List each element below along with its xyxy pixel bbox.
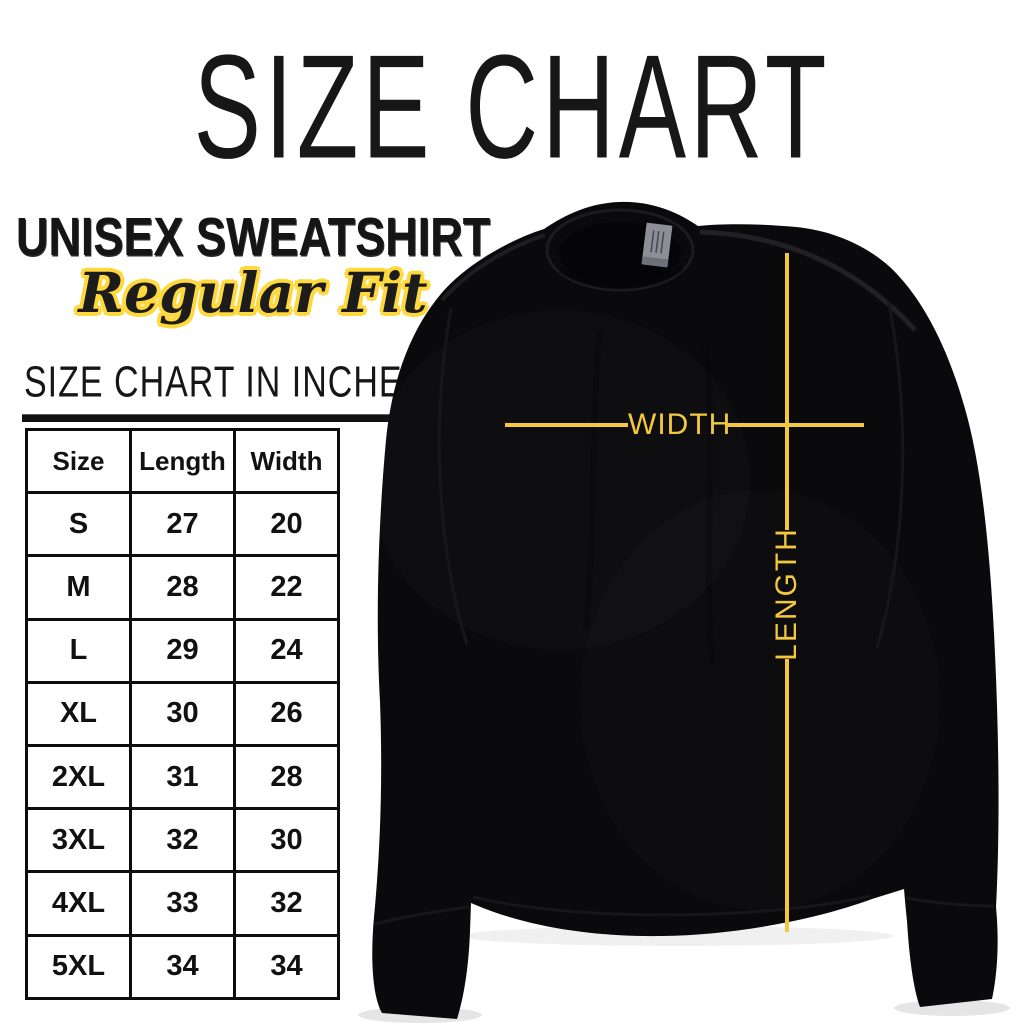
table-row: 3XL 32 30 bbox=[25, 807, 340, 874]
table-row: L 29 24 bbox=[25, 617, 340, 684]
width-line-left-segment bbox=[505, 423, 628, 427]
column-header-width: Width bbox=[233, 427, 340, 495]
table-row: XL 30 26 bbox=[25, 680, 340, 747]
length-line-upper-segment bbox=[785, 253, 789, 530]
sweatshirt-silhouette bbox=[372, 201, 999, 1019]
table-cell: 27 bbox=[129, 491, 236, 558]
seam-lines bbox=[374, 302, 995, 926]
size-table-head: Size Length Width bbox=[25, 427, 340, 495]
table-cell: 31 bbox=[129, 743, 236, 811]
table-cell: 30 bbox=[233, 807, 340, 874]
width-measurement-label: WIDTH bbox=[628, 408, 732, 441]
fit-label: Regular Fit bbox=[78, 260, 428, 325]
width-line-right-segment bbox=[727, 423, 864, 427]
table-heading: SIZE CHART IN INCHES bbox=[22, 358, 433, 422]
column-header-size: Size bbox=[25, 427, 132, 495]
table-row: M 28 22 bbox=[25, 554, 340, 621]
table-header-row: Size Length Width bbox=[25, 427, 340, 495]
table-cell: 4XL bbox=[25, 870, 132, 937]
length-measurement-label: LENGTH bbox=[770, 527, 803, 661]
table-cell: 3XL bbox=[25, 807, 132, 874]
table-row: 2XL 31 28 bbox=[25, 743, 340, 811]
product-type-label: UNISEX SWEATSHIRT bbox=[15, 206, 491, 268]
length-line-lower-segment bbox=[785, 659, 789, 932]
table-cell: 22 bbox=[233, 554, 340, 621]
table-cell: 32 bbox=[129, 807, 236, 874]
neck-tag bbox=[641, 222, 673, 268]
column-header-length: Length bbox=[129, 427, 236, 495]
table-row: S 27 20 bbox=[25, 491, 340, 558]
table-row: 5XL 34 34 bbox=[25, 933, 340, 1000]
table-cell: 29 bbox=[129, 617, 236, 684]
table-cell: L bbox=[25, 617, 132, 684]
table-cell: 32 bbox=[233, 870, 340, 937]
table-cell: 5XL bbox=[25, 933, 132, 1000]
size-table: Size Length Width S 27 20 M 28 22 L 29 24 XL 30 26 2… bbox=[25, 427, 340, 1000]
table-cell: 2XL bbox=[25, 743, 132, 811]
table-cell: S bbox=[25, 491, 132, 558]
table-row: 4XL 33 32 bbox=[25, 870, 340, 937]
table-cell: 28 bbox=[233, 743, 340, 811]
table-cell: 34 bbox=[129, 933, 236, 1000]
size-table-body: S 27 20 M 28 22 L 29 24 XL 30 26 2XL 31 28 3XL 32 30 4XL 33… bbox=[25, 491, 340, 1000]
table-cell: 26 bbox=[233, 680, 340, 747]
table-cell: M bbox=[25, 554, 132, 621]
table-cell: 30 bbox=[129, 680, 236, 747]
table-cell: XL bbox=[25, 680, 132, 747]
table-cell: 33 bbox=[129, 870, 236, 937]
table-cell: 34 bbox=[233, 933, 340, 1000]
table-cell: 24 bbox=[233, 617, 340, 684]
collar-opening bbox=[545, 208, 695, 292]
fabric-sheen bbox=[440, 229, 917, 666]
table-cell: 28 bbox=[129, 554, 236, 621]
table-cell: 20 bbox=[233, 491, 340, 558]
page-title: SIZE CHART bbox=[193, 25, 831, 191]
